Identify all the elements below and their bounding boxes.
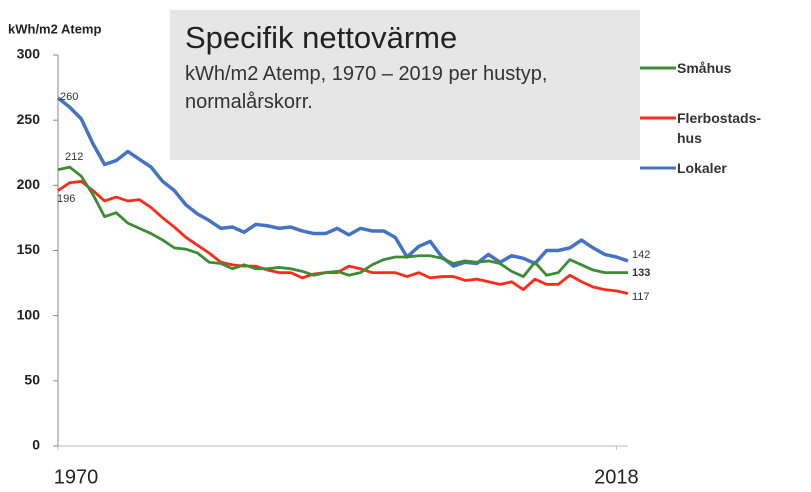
annotation: 196 xyxy=(57,193,75,205)
legend-label: Flerbostads-hus xyxy=(677,110,762,146)
y-tick-label: 150 xyxy=(17,241,41,257)
x-tick-label: 1970 xyxy=(54,466,99,488)
chart-subtitle: kWh/m2 Atemp, 1970 – 2019 per hustyp, no… xyxy=(185,63,548,113)
legend-label: Småhus xyxy=(677,60,732,76)
y-tick-label: 100 xyxy=(17,306,41,322)
annotation: 212 xyxy=(65,151,83,163)
title-box: Specifik nettovärme kWh/m2 Atemp, 1970 –… xyxy=(170,10,640,160)
y-tick-label: 200 xyxy=(17,176,41,192)
y-tick-label: 300 xyxy=(17,46,41,62)
legend-label: Lokaler xyxy=(677,160,727,176)
chart-title: Specifik nettovärme xyxy=(185,20,458,55)
y-tick-label: 0 xyxy=(32,437,40,453)
series-line xyxy=(57,180,629,295)
annotation: 142 xyxy=(632,249,650,261)
y-tick-label: 50 xyxy=(24,372,40,388)
y-tick-label: 250 xyxy=(17,111,41,127)
annotation: 133 xyxy=(632,267,650,279)
series-line xyxy=(57,165,628,278)
annotation: 260 xyxy=(60,91,78,103)
y-axis-label: kWh/m2 Atemp xyxy=(8,21,101,36)
x-tick-label: 2018 xyxy=(594,466,639,488)
annotation: 117 xyxy=(632,291,650,303)
